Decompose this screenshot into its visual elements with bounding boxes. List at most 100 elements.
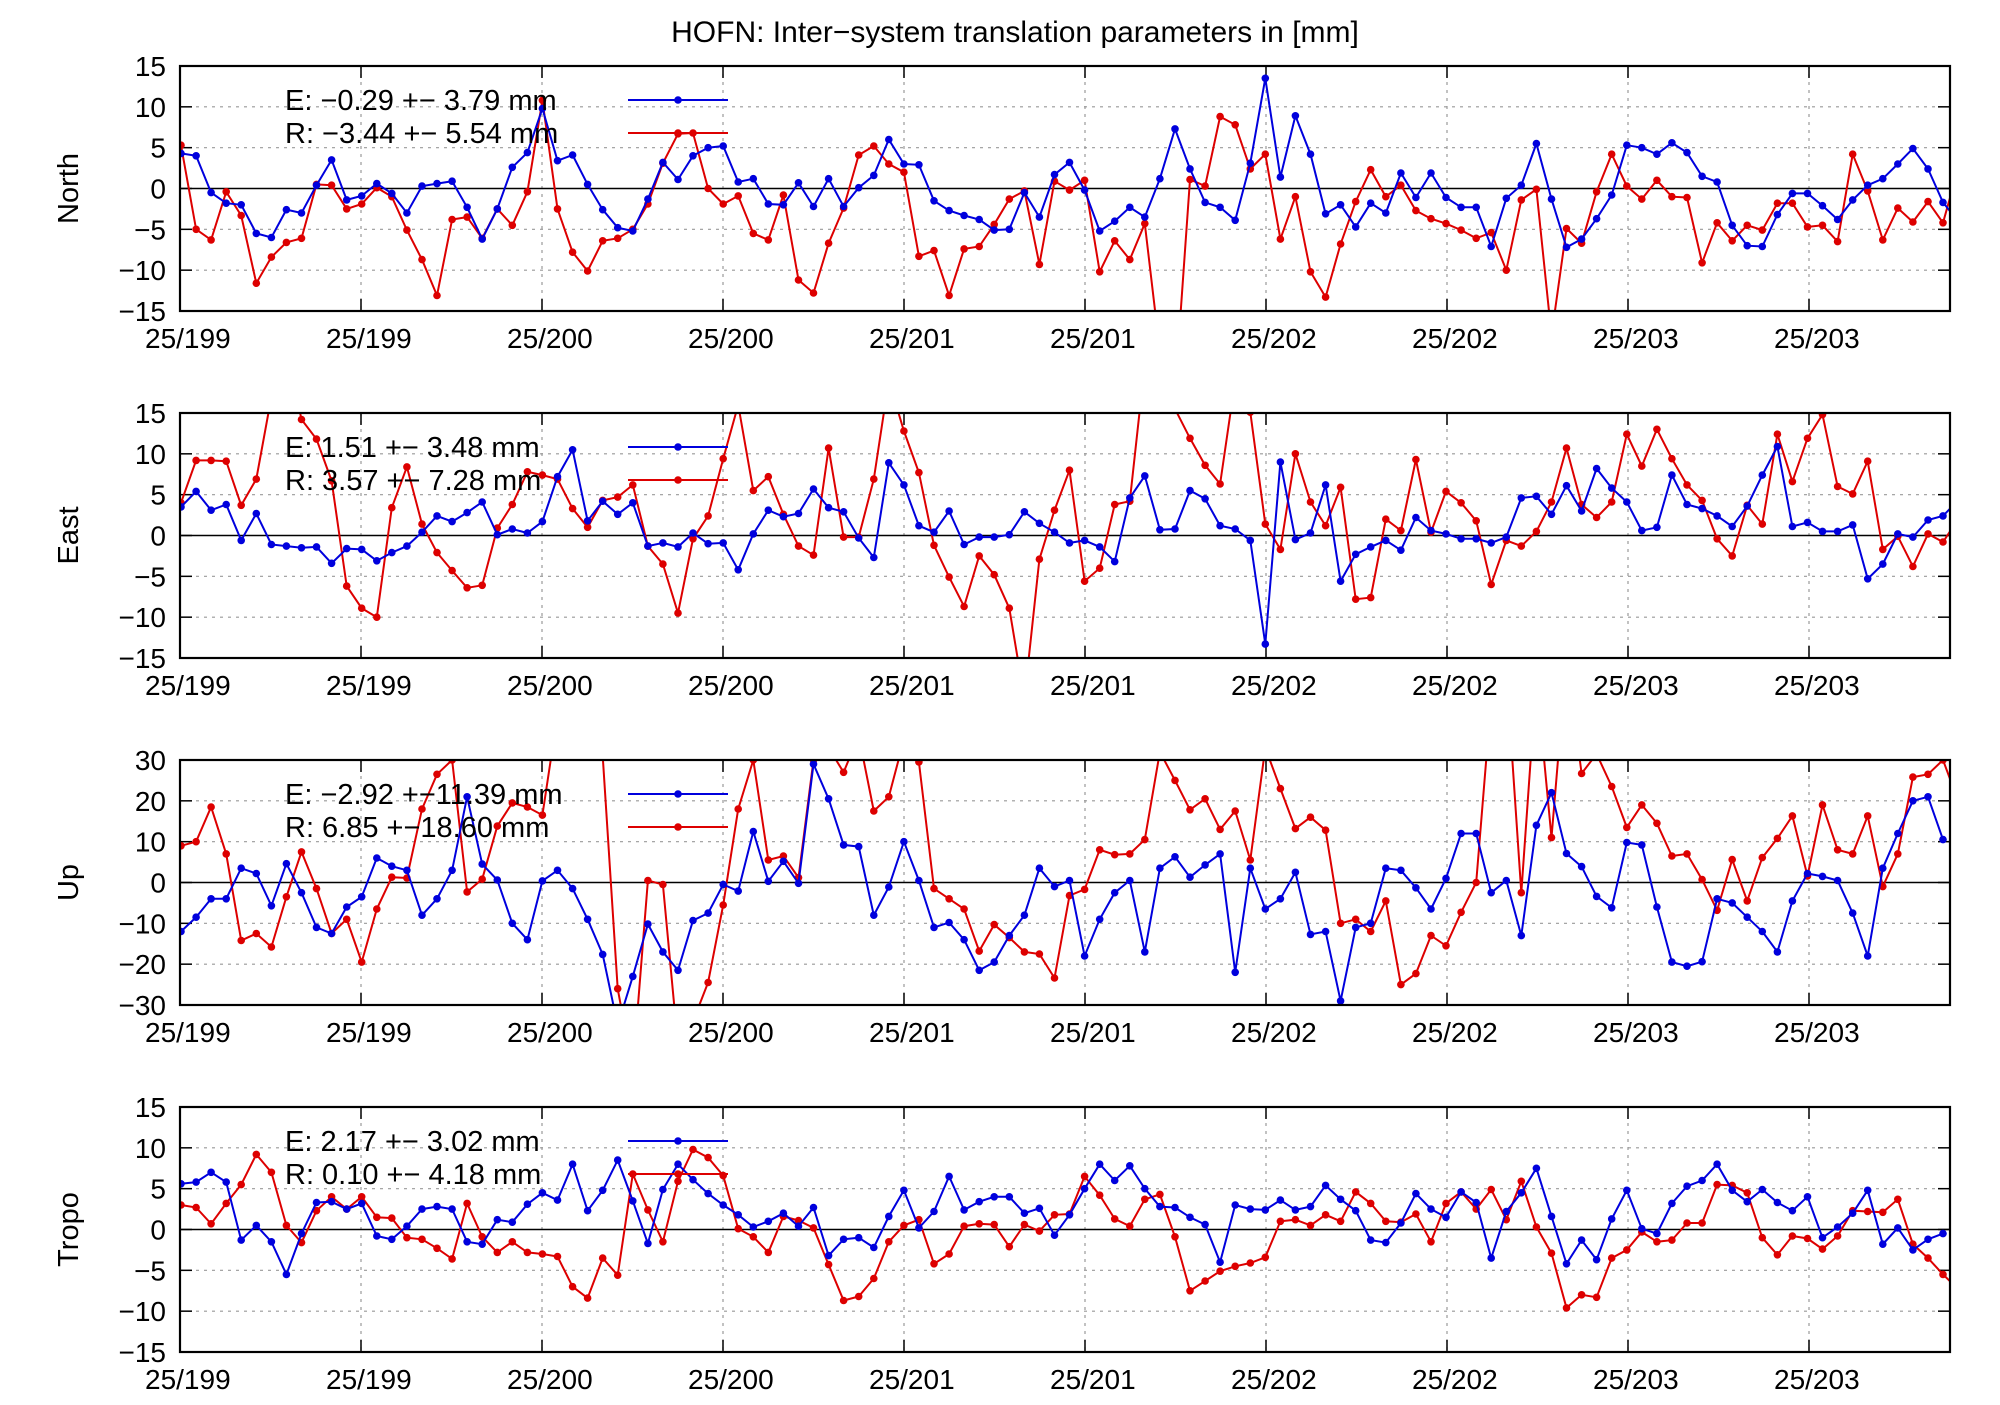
y-tick-label: 30 [135,745,166,776]
data-point [1547,1249,1556,1257]
data-point [1713,512,1721,520]
data-point [1623,1186,1631,1195]
data-point [945,1250,953,1258]
data-point [1517,181,1526,189]
data-point [764,506,773,514]
data-point [1472,203,1480,212]
data-point [975,1197,983,1206]
data-point [1698,259,1706,267]
data-point [990,1193,998,1201]
series-line-e [180,760,1944,1005]
data-point [1803,518,1812,527]
data-point [1532,821,1541,830]
data-point [1818,527,1827,536]
data-point [1156,526,1164,534]
data-point [749,486,758,495]
data-point [1382,1238,1390,1247]
data-point [478,235,487,243]
data-point [1216,1267,1224,1275]
data-point [1803,1234,1812,1243]
data-point [1246,864,1255,872]
data-point [644,1239,652,1248]
data-point [297,415,306,424]
data-point [237,536,245,545]
data-point [1397,1219,1405,1227]
x-tick-label: 25/203 [1774,323,1860,354]
data-point [1427,1238,1435,1246]
data-point [613,223,622,232]
data-point [1728,1186,1736,1195]
data-point [180,503,185,511]
data-point [1833,215,1842,224]
data-point [1502,876,1511,885]
data-point [704,1153,712,1162]
data-point [1336,240,1345,248]
data-point [613,493,622,501]
data-point [180,842,185,850]
data-point [1141,835,1149,844]
data-point [583,267,592,275]
data-point [930,541,938,550]
data-point [267,253,276,261]
x-tick-label: 25/202 [1231,1364,1317,1395]
y-tick-label: 0 [150,868,166,899]
data-point [644,876,652,885]
data-point [463,793,471,801]
data-point [523,935,532,944]
data-point [1020,948,1029,956]
data-point [1623,1246,1631,1254]
data-point [1623,838,1631,847]
data-point [1788,477,1797,486]
data-point [689,535,697,543]
data-point [1050,528,1059,536]
y-tick-label: −10 [119,908,167,939]
data-point [960,935,968,944]
data-point [312,181,321,189]
data-point [764,877,773,886]
data-point [523,1248,532,1257]
data-point [1592,513,1601,522]
data-point [1788,897,1797,905]
data-point [674,175,682,184]
data-point [1623,141,1631,149]
data-point [180,1201,185,1209]
data-point [1758,226,1767,234]
data-point [180,141,185,149]
legend-marker-e [674,790,682,798]
data-point [1607,1215,1616,1223]
data-point [1351,197,1360,206]
data-point [779,191,788,199]
data-point [357,200,366,208]
data-point [1231,1262,1239,1271]
data-point [1457,499,1465,507]
data-point [568,1282,577,1291]
data-point [1909,797,1917,805]
data-point [1427,905,1435,913]
data-point [1246,159,1255,167]
data-point [1035,555,1044,563]
data-point [207,895,215,903]
data-point [1397,546,1405,554]
data-point [222,199,230,207]
data-point [1306,813,1315,821]
data-point [1397,526,1405,535]
data-point [1095,915,1104,924]
data-point [1020,188,1029,197]
data-point [719,142,727,150]
data-point [960,540,968,549]
data-point [1653,150,1661,158]
data-point [1457,1188,1465,1196]
data-point [854,842,863,851]
data-point [1577,862,1586,871]
data-point [388,862,396,870]
data-point [674,543,682,551]
data-point [749,827,758,836]
data-point [1397,866,1405,875]
x-tick-label: 25/200 [507,670,593,701]
data-point [1743,1197,1751,1206]
data-point [1547,498,1556,506]
data-point [1306,1221,1315,1230]
data-point [1291,535,1300,544]
x-tick-label: 25/202 [1412,1017,1498,1048]
data-point [1638,143,1646,152]
